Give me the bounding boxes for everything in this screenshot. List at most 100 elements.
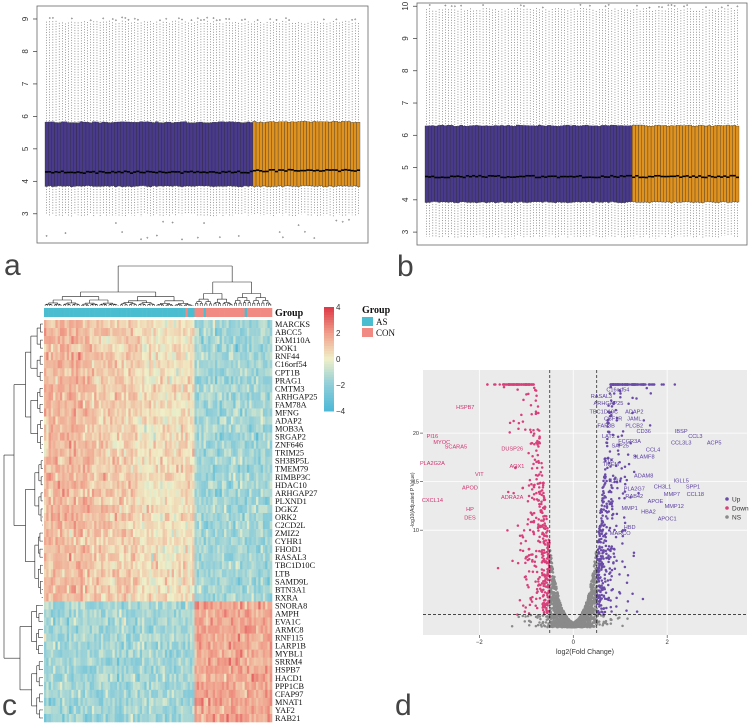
heatmap-cell — [105, 384, 109, 393]
heatmap-cell — [237, 400, 241, 409]
heatmap-cell — [69, 537, 72, 546]
heatmap-cell — [233, 521, 236, 530]
heatmap-cell — [46, 504, 49, 514]
heatmap-cell — [201, 408, 204, 417]
heatmap-cell — [210, 472, 214, 482]
heatmap-cell — [262, 456, 266, 466]
heatmap-cell — [221, 368, 225, 377]
outlier — [322, 18, 325, 21]
heatmap-cell — [153, 561, 157, 570]
heatmap-cell — [176, 488, 179, 498]
heatmap-cell — [137, 432, 141, 441]
heatmap-cell — [258, 320, 261, 329]
heatmap-cell — [246, 416, 250, 425]
heatmap-cell — [205, 384, 209, 393]
heatmap-cell — [212, 496, 216, 506]
heatmap-cell — [121, 432, 125, 441]
heatmap-cell — [73, 328, 77, 337]
heatmap-cell — [80, 521, 84, 530]
heatmap-cell — [137, 448, 141, 457]
heatmap-cell — [196, 512, 200, 522]
box-as — [180, 121, 184, 187]
heatmap-cell — [46, 432, 49, 441]
heatmap-cell — [128, 424, 131, 433]
heatmap-cell — [196, 561, 200, 570]
heatmap-cell — [144, 360, 147, 369]
heatmap-cell — [98, 569, 102, 578]
heatmap-cell — [260, 368, 264, 377]
heatmap-cell — [253, 432, 257, 441]
heatmap-cell — [82, 424, 86, 433]
heatmap-cell — [46, 496, 49, 506]
heatmap-cell — [221, 569, 225, 578]
heatmap-cell — [135, 521, 138, 530]
heatmap-cell — [85, 432, 88, 441]
heatmap-cell — [114, 577, 118, 586]
heatmap-cell — [215, 537, 218, 546]
heatmap-cell — [48, 448, 52, 457]
heatmap-cell — [235, 537, 239, 546]
heatmap-cell — [203, 440, 207, 449]
heatmap-cell — [196, 537, 200, 546]
heatmap-cell — [242, 456, 245, 466]
annotation-cell — [46, 308, 49, 317]
heatmap-cell — [123, 577, 127, 586]
heatmap-cell — [178, 432, 182, 441]
outlier — [579, 4, 582, 6]
heatmap-cell — [158, 432, 161, 441]
heatmap-cell — [55, 408, 58, 417]
heatmap-cell — [187, 553, 191, 562]
heatmap-cell — [112, 408, 115, 417]
heatmap-cell — [85, 488, 88, 498]
heatmap-cell — [101, 569, 104, 578]
heatmap-cell — [265, 456, 268, 466]
heatmap-cell — [180, 392, 184, 401]
annotation-cell — [246, 308, 250, 317]
heatmap-cell — [89, 521, 93, 530]
heatmap-cell — [96, 521, 100, 530]
heatmap-cell — [219, 553, 223, 562]
heatmap-cell — [183, 569, 186, 578]
box-as — [443, 125, 448, 203]
heatmap-cell — [116, 440, 120, 449]
heatmap-cell — [164, 352, 168, 361]
heatmap-cell — [158, 553, 161, 562]
heatmap-cell — [180, 384, 184, 393]
heatmap-cell — [112, 448, 115, 457]
heatmap-cell — [78, 553, 81, 562]
heatmap-cell — [176, 561, 179, 570]
heatmap-cell — [137, 360, 141, 369]
heatmap-cell — [132, 496, 136, 506]
heatmap-cell — [155, 480, 159, 490]
heatmap-cell — [114, 376, 118, 385]
heatmap-cell — [78, 392, 81, 401]
heatmap-cell — [96, 529, 100, 538]
heatmap-cell — [144, 537, 147, 546]
box-as — [51, 121, 55, 187]
heatmap-cell — [160, 545, 163, 554]
box-con — [701, 125, 705, 203]
heatmap-cell — [116, 553, 120, 562]
heatmap-cell — [114, 408, 118, 417]
y-tick-label: 7 — [21, 81, 30, 86]
heatmap-cell — [69, 408, 72, 417]
heatmap-cell — [212, 400, 216, 409]
heatmap-cell — [194, 545, 198, 554]
heatmap-cell — [233, 392, 236, 401]
heatmap-cell — [246, 569, 250, 578]
heatmap-cell — [48, 400, 52, 409]
heatmap-cell — [178, 448, 182, 457]
outlier — [244, 18, 246, 21]
heatmap-cell — [73, 376, 77, 385]
heatmap-cell — [162, 521, 166, 530]
heatmap-cell — [66, 561, 70, 570]
heatmap-cell — [71, 577, 74, 586]
heatmap-cell — [205, 336, 209, 345]
heatmap-cell — [160, 488, 163, 498]
heatmap-cell — [62, 577, 65, 586]
heatmap-cell — [144, 545, 147, 554]
heatmap-cell — [244, 537, 248, 546]
annotation-cell — [123, 308, 127, 317]
heatmap-cell — [217, 512, 220, 522]
heatmap-cell — [251, 368, 255, 377]
